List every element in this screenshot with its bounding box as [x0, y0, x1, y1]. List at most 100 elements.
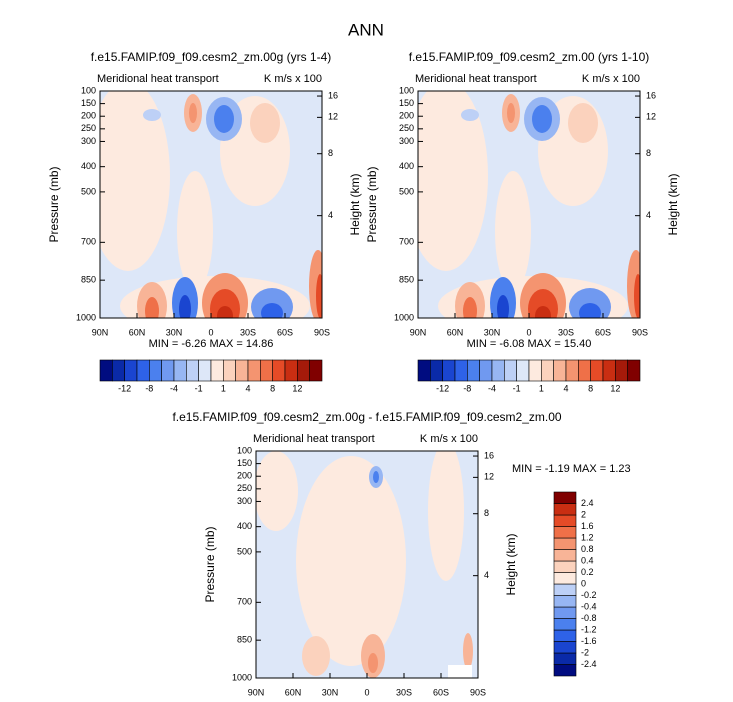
- x-tick-label: 30N: [484, 327, 501, 337]
- y2-tick-label: 16: [646, 90, 656, 100]
- y-tick-label: 850: [81, 275, 96, 285]
- x-tick-label: 90S: [632, 327, 648, 337]
- colorbar-label: 12: [610, 383, 620, 393]
- colorbar-box: [467, 359, 480, 382]
- colorbar-box: [223, 359, 236, 382]
- colorbar-box: [553, 606, 577, 619]
- colorbar-box: [553, 514, 577, 527]
- y-tick-label: 100: [237, 445, 252, 455]
- colorbar-box: [272, 359, 286, 382]
- colorbar-label: 4: [563, 383, 568, 393]
- y-tick-label: 250: [237, 483, 252, 493]
- x-tick-label: 60N: [129, 327, 146, 337]
- y-tick-label: 700: [81, 237, 96, 247]
- colorbar-box: [553, 549, 577, 562]
- colorbar-box: [186, 359, 199, 382]
- x-tick-label: 90N: [410, 327, 427, 337]
- panel-title: f.e15.FAMIP.f09_f09.cesm2_zm.00 (yrs 1-1…: [409, 50, 650, 64]
- colorbar-label: 1.2: [581, 532, 594, 542]
- colorbar-label: 0.8: [581, 544, 594, 554]
- panel-title: f.e15.FAMIP.f09_f09.cesm2_zm.00g (yrs 1-…: [91, 50, 332, 64]
- y-tick-label: 200: [81, 111, 96, 121]
- x-tick-label: 30S: [396, 687, 412, 697]
- y2-tick-label: 4: [328, 210, 333, 220]
- x-tick-label: 90S: [470, 687, 486, 697]
- colorbar-label: 1.6: [581, 521, 594, 531]
- y-tick-label: 1000: [76, 312, 96, 322]
- x-tick-label: 60S: [433, 687, 449, 697]
- y2-tick-label: 12: [484, 472, 494, 482]
- y-tick-label: 250: [81, 123, 96, 133]
- x-tick-label: 60S: [277, 327, 293, 337]
- y-axis-label: Pressure (mb): [365, 166, 379, 242]
- colorbar-box: [553, 491, 577, 504]
- y-tick-label: 500: [81, 186, 96, 196]
- y-tick-label: 850: [237, 635, 252, 645]
- colorbar-box: [260, 359, 273, 382]
- y-tick-label: 400: [237, 521, 252, 531]
- colorbar-label: -8: [463, 383, 471, 393]
- colorbar-box: [504, 359, 517, 382]
- colorbar-box: [198, 359, 212, 382]
- subtitle-left: Meridional heat transport: [253, 433, 375, 445]
- min-max-annotation: MIN = -1.19 MAX = 1.23: [512, 463, 631, 475]
- colorbar-box: [124, 359, 138, 382]
- y-tick-label: 1000: [232, 672, 252, 682]
- colorbar-box: [553, 583, 577, 596]
- colorbar-label: -4: [170, 383, 178, 393]
- y-tick-label: 300: [237, 496, 252, 506]
- colorbar-box: [590, 359, 604, 382]
- colorbar-label: 1: [539, 383, 544, 393]
- colorbar-box: [479, 359, 493, 382]
- y-tick-label: 150: [399, 98, 414, 108]
- colorbar-label: -1: [195, 383, 203, 393]
- colorbar-box: [578, 359, 591, 382]
- x-tick-label: 60N: [447, 327, 464, 337]
- x-tick-label: 0: [364, 687, 369, 697]
- figure-title: ANN: [348, 20, 384, 39]
- colorbar-label: -0.2: [581, 590, 597, 600]
- y-tick-label: 300: [81, 136, 96, 146]
- colorbar-label: -4: [488, 383, 496, 393]
- colorbar-box: [553, 629, 577, 642]
- colorbar-label: -2: [581, 647, 589, 657]
- x-tick-label: 30S: [558, 327, 574, 337]
- colorbar-label: -2.4: [581, 659, 597, 669]
- subtitle-right: K m/s x 100: [582, 73, 640, 85]
- colorbar-label: 4: [245, 383, 250, 393]
- colorbar-box: [553, 560, 577, 573]
- contour-field: [404, 81, 645, 336]
- colorbar-label: 0.2: [581, 567, 594, 577]
- subtitle-right: K m/s x 100: [264, 73, 322, 85]
- y2-axis-label: Height (km): [504, 533, 518, 595]
- x-tick-label: 30N: [166, 327, 183, 337]
- colorbar-box: [112, 359, 125, 382]
- y-tick-label: 1000: [394, 312, 414, 322]
- y-tick-label: 500: [399, 186, 414, 196]
- y-tick-label: 100: [81, 85, 96, 95]
- y2-tick-label: 4: [646, 210, 651, 220]
- y-tick-label: 500: [237, 546, 252, 556]
- colorbar-box: [210, 359, 224, 382]
- subtitle-right: K m/s x 100: [420, 433, 478, 445]
- colorbar-box: [136, 359, 150, 382]
- colorbar-label: 8: [270, 383, 275, 393]
- colorbar-box: [553, 503, 577, 516]
- colorbar-box: [553, 359, 567, 382]
- colorbar-label: 2: [581, 509, 586, 519]
- subtitle-left: Meridional heat transport: [97, 73, 219, 85]
- y2-tick-label: 8: [484, 508, 489, 518]
- colorbar-box: [602, 359, 616, 382]
- colorbar-box: [553, 652, 577, 665]
- contour-field: [86, 81, 327, 336]
- y-tick-label: 850: [399, 275, 414, 285]
- colorbar-label: -12: [436, 383, 449, 393]
- colorbar-box: [430, 359, 443, 382]
- x-tick-label: 60N: [285, 687, 302, 697]
- colorbar-label: -1: [513, 383, 521, 393]
- y2-tick-label: 8: [646, 148, 651, 158]
- colorbar-box: [516, 359, 530, 382]
- x-tick-label: 30N: [322, 687, 339, 697]
- y2-axis-label: Height (km): [666, 173, 680, 235]
